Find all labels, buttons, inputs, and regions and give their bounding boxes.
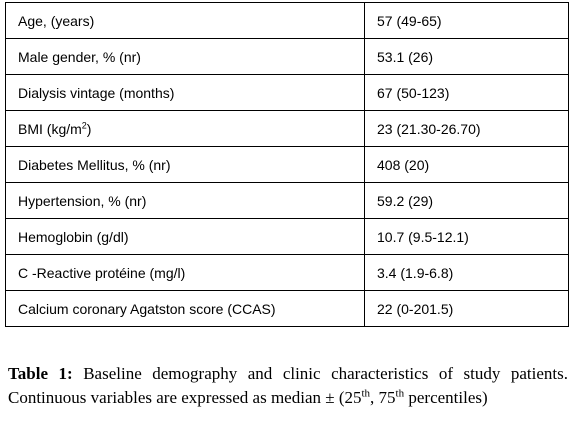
row-value: 53.1 (26) xyxy=(364,38,569,75)
row-label: C -Reactive protéine (mg/l) xyxy=(5,254,365,291)
caption-text: , 75 xyxy=(370,388,396,407)
row-value: 22 (0-201.5) xyxy=(364,290,569,327)
table-row: Diabetes Mellitus, % (nr) 408 (20) xyxy=(5,146,569,183)
caption-text: percentiles) xyxy=(404,388,488,407)
table-row: BMI (kg/m2) 23 (21.30-26.70) xyxy=(5,110,569,147)
row-value: 67 (50-123) xyxy=(364,74,569,111)
row-value: 23 (21.30-26.70) xyxy=(364,110,569,147)
row-label: Dialysis vintage (months) xyxy=(5,74,365,111)
table-row: Male gender, % (nr) 53.1 (26) xyxy=(5,38,569,75)
row-label: Calcium coronary Agatston score (CCAS) xyxy=(5,290,365,327)
row-label: Age, (years) xyxy=(5,2,365,39)
row-value: 408 (20) xyxy=(364,146,569,183)
table-row: Age, (years) 57 (49-65) xyxy=(5,2,569,39)
table-row: C -Reactive protéine (mg/l) 3.4 (1.9-6.8… xyxy=(5,254,569,291)
table-row: Hypertension, % (nr) 59.2 (29) xyxy=(5,182,569,219)
caption-text: Baseline demography and clinic character… xyxy=(8,364,568,407)
row-value: 59.2 (29) xyxy=(364,182,569,219)
baseline-characteristics-table: Age, (years) 57 (49-65) Male gender, % (… xyxy=(5,2,569,327)
table-row: Hemoglobin (g/dl) 10.7 (9.5-12.1) xyxy=(5,218,569,255)
row-label: Hypertension, % (nr) xyxy=(5,182,365,219)
row-label-main: BMI (kg/m xyxy=(18,120,82,137)
row-label: Diabetes Mellitus, % (nr) xyxy=(5,146,365,183)
row-label-superscript: 2 xyxy=(81,119,87,130)
caption-superscript: th xyxy=(395,387,405,400)
caption-label: Table 1: xyxy=(8,364,73,383)
row-label-end: ) xyxy=(86,120,92,137)
row-label: Hemoglobin (g/dl) xyxy=(5,218,365,255)
table-row: Calcium coronary Agatston score (CCAS) 2… xyxy=(5,290,569,327)
row-label: BMI (kg/m2) xyxy=(5,110,365,147)
row-label: Male gender, % (nr) xyxy=(5,38,365,75)
row-value: 3.4 (1.9-6.8) xyxy=(364,254,569,291)
row-value: 10.7 (9.5-12.1) xyxy=(364,218,569,255)
caption-superscript: th xyxy=(361,387,371,400)
table-row: Dialysis vintage (months) 67 (50-123) xyxy=(5,74,569,111)
row-value: 57 (49-65) xyxy=(364,2,569,39)
table-caption: Table 1: Baseline demography and clinic … xyxy=(8,362,568,410)
